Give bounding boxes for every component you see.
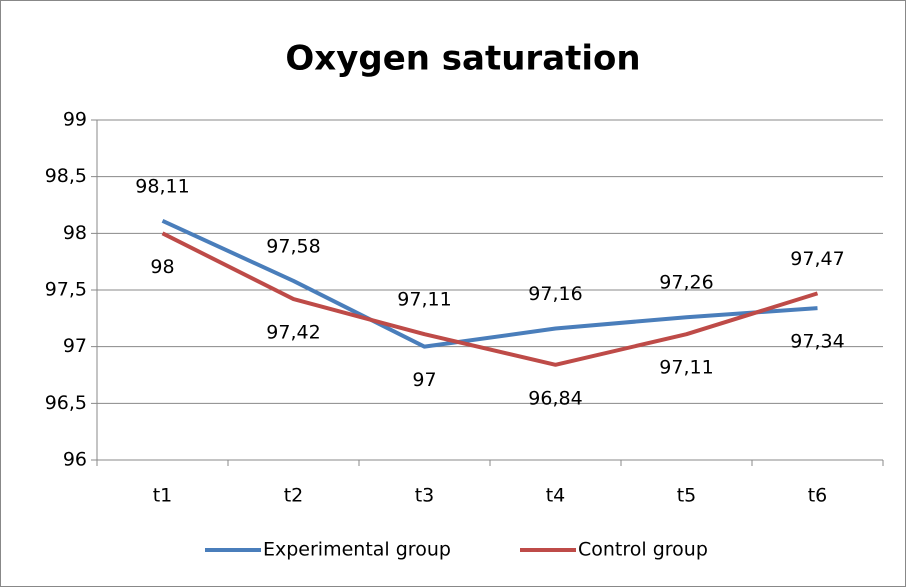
data-label: 97,11 [397, 289, 451, 311]
x-tick-label: t6 [808, 485, 828, 507]
y-tick-label: 96 [63, 449, 87, 471]
x-tick-label: t5 [677, 485, 697, 507]
data-label: 97,47 [790, 248, 844, 270]
data-label: 98 [150, 256, 174, 278]
data-label: 98,11 [135, 175, 189, 197]
data-label: 97,26 [659, 272, 713, 294]
data-label: 97 [412, 369, 436, 391]
data-label: 97,11 [659, 357, 713, 379]
series-line [161, 219, 818, 349]
x-tick-label: t2 [284, 485, 304, 507]
chart-title: Oxygen saturation [285, 39, 640, 79]
x-tick-label: t1 [153, 485, 173, 507]
y-tick-label: 97 [63, 335, 87, 357]
y-tick-label: 96,5 [45, 392, 87, 414]
data-label: 97,34 [790, 331, 844, 353]
y-tick-label: 98,5 [45, 165, 87, 187]
x-tick-label: t4 [546, 485, 566, 507]
legend-label: Experimental group [263, 539, 451, 561]
series-line [161, 231, 819, 367]
y-tick-label: 99 [63, 109, 87, 131]
data-label: 97,42 [266, 322, 320, 344]
y-tick-label: 98 [63, 222, 87, 244]
data-label: 97,16 [528, 283, 582, 305]
y-tick-label: 97,5 [45, 279, 87, 301]
x-tick-label: t3 [415, 485, 435, 507]
data-label: 96,84 [528, 387, 582, 409]
data-label: 97,58 [266, 235, 320, 257]
legend-label: Control group [578, 539, 708, 561]
